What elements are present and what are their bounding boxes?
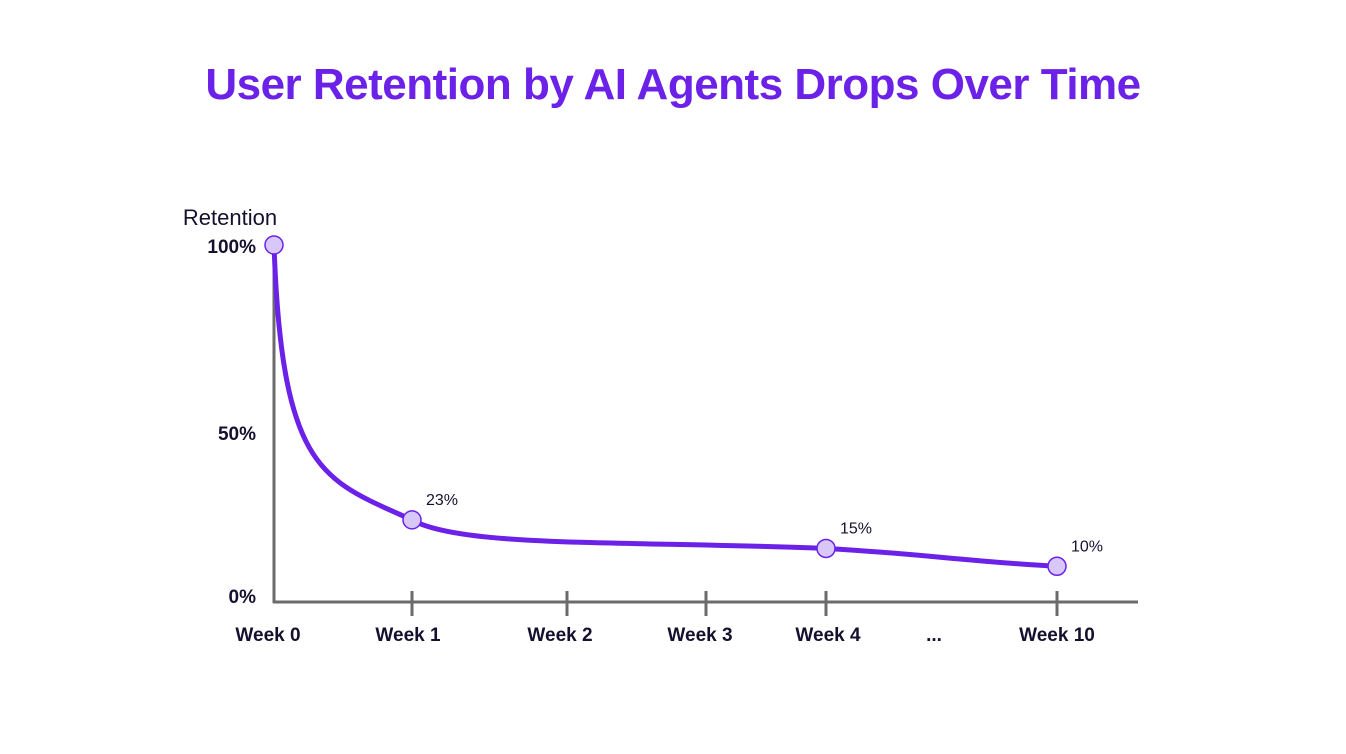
x-tick-label: Week 10 — [1019, 625, 1095, 646]
chart-title: User Retention by AI Agents Drops Over T… — [205, 60, 1141, 109]
x-tick-label: Week 1 — [375, 625, 441, 646]
x-tick-label: Week 2 — [527, 625, 592, 646]
data-point — [402, 510, 422, 530]
data-label: 23% — [426, 492, 458, 509]
y-axis-label: Retention — [183, 205, 277, 230]
data-label: 15% — [840, 520, 872, 537]
retention-line — [271, 242, 1060, 569]
data-label: 10% — [1071, 538, 1103, 555]
y-tick-label: 100% — [207, 237, 256, 258]
x-tick-label: Week 0 — [235, 625, 300, 646]
x-tick-label: ... — [926, 625, 942, 646]
y-tick-label: 0% — [229, 587, 257, 608]
data-point — [264, 235, 284, 255]
data-point — [816, 538, 836, 559]
x-tick-label: Week 3 — [667, 625, 732, 646]
data-point — [1047, 556, 1067, 577]
x-tick-label: Week 4 — [795, 625, 861, 646]
y-tick-label: 50% — [218, 424, 256, 445]
